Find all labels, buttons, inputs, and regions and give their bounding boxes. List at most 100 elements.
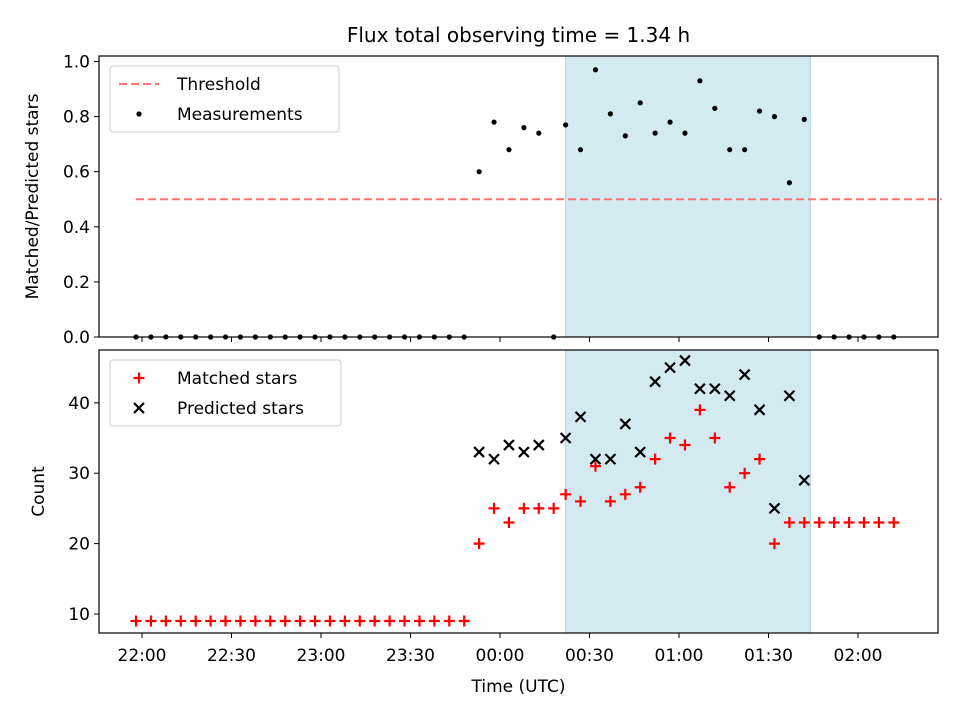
data-point: [536, 130, 542, 136]
chart-title: Flux total observing time = 1.34 h: [347, 23, 690, 47]
x-tick-label: 01:30: [744, 646, 793, 666]
legend-label: Measurements: [177, 105, 303, 125]
data-point: [458, 615, 470, 627]
data-point: [697, 78, 703, 84]
data-point: [294, 615, 306, 627]
data-point: [413, 615, 425, 627]
data-point: [754, 453, 766, 465]
data-point: [354, 615, 366, 627]
data-point: [783, 389, 796, 402]
data-point: [649, 375, 661, 388]
data-point: [592, 67, 599, 73]
data-point: [813, 516, 825, 528]
y-axis-label: Count: [29, 466, 49, 517]
x-tick-label: 02:00: [834, 646, 883, 666]
x-tick-label: 22:00: [118, 646, 167, 666]
data-point: [428, 615, 440, 627]
bottom-panel: 10 20 30 40 22:00 22:30 23:00 23:30 00:00 00:30 01…: [29, 349, 939, 697]
y-tick-label: 40: [68, 394, 90, 414]
y-tick-label: 0.4: [63, 218, 90, 238]
data-point: [473, 538, 485, 550]
data-point: [727, 147, 733, 153]
legend-box: [109, 65, 340, 133]
data-point: [667, 119, 673, 125]
plot-frame: [98, 55, 939, 338]
data-point: [637, 100, 643, 106]
data-point: [801, 116, 807, 122]
y-tick-label: 0.6: [63, 163, 90, 183]
data-point: [309, 615, 321, 627]
data-point: [607, 111, 613, 117]
data-point: [559, 432, 572, 444]
data-point: [476, 169, 482, 175]
legend: Matched stars Predicted stars: [109, 359, 342, 427]
data-point: [339, 615, 351, 627]
legend: Threshold Measurements: [109, 65, 340, 133]
data-point: [518, 502, 530, 514]
data-point: [518, 446, 530, 458]
data-point: [771, 114, 778, 120]
data-point: [634, 481, 646, 493]
data-point: [664, 432, 676, 444]
plot-frame: [98, 349, 939, 634]
data-point: [384, 615, 396, 627]
data-point: [443, 615, 455, 627]
data-point: [664, 361, 676, 374]
data-point: [679, 439, 691, 451]
x-tick-label: 22:30: [207, 646, 256, 666]
data-point: [506, 147, 512, 153]
data-point: [709, 382, 721, 395]
x-tick-label: 23:00: [297, 646, 346, 666]
legend-box: [109, 359, 342, 427]
legend-marker: [133, 372, 145, 384]
data-point: [858, 516, 870, 528]
data-point: [589, 453, 602, 465]
observing-window-shade: [565, 349, 811, 634]
data-point: [491, 119, 497, 125]
y-tick-label: 0.0: [63, 328, 90, 348]
legend-label: Matched stars: [177, 369, 297, 389]
data-point: [234, 615, 246, 627]
series-matched-stars: [130, 404, 900, 627]
data-point: [533, 502, 545, 514]
data-point: [521, 125, 527, 131]
data-point: [220, 615, 232, 627]
data-point: [488, 502, 500, 514]
data-point: [622, 133, 628, 139]
x-tick-label: 01:00: [655, 646, 704, 666]
data-point: [679, 354, 691, 367]
data-point: [190, 615, 202, 627]
data-point: [694, 404, 706, 416]
data-point: [574, 411, 587, 423]
data-point: [399, 615, 411, 627]
legend-label: Threshold: [176, 75, 261, 95]
data-point: [503, 439, 515, 451]
x-tick-label: 23:30: [386, 646, 435, 666]
legend-marker: [133, 402, 145, 414]
data-point: [575, 495, 587, 507]
data-point: [369, 615, 381, 627]
data-point: [264, 615, 276, 627]
data-point: [724, 481, 736, 493]
data-point: [756, 108, 763, 114]
data-point: [694, 382, 706, 395]
observing-window-shade: [565, 55, 811, 338]
data-point: [205, 615, 217, 627]
data-point: [634, 446, 646, 458]
y-tick-label: 20: [68, 535, 90, 555]
data-point: [604, 453, 617, 465]
x-tick-label: 00:30: [565, 646, 614, 666]
y-tick-label: 0.2: [63, 273, 90, 293]
legend-label: Predicted stars: [177, 399, 304, 419]
data-point: [738, 368, 751, 381]
data-point: [249, 615, 261, 627]
data-point: [742, 147, 748, 153]
y-tick-label: 1.0: [63, 53, 90, 73]
y-tick-label: 0.8: [63, 108, 90, 128]
data-point: [563, 122, 569, 128]
data-point: [130, 615, 142, 627]
x-axis-label: Time (UTC): [471, 677, 566, 697]
data-point: [279, 615, 291, 627]
data-point: [888, 516, 900, 528]
